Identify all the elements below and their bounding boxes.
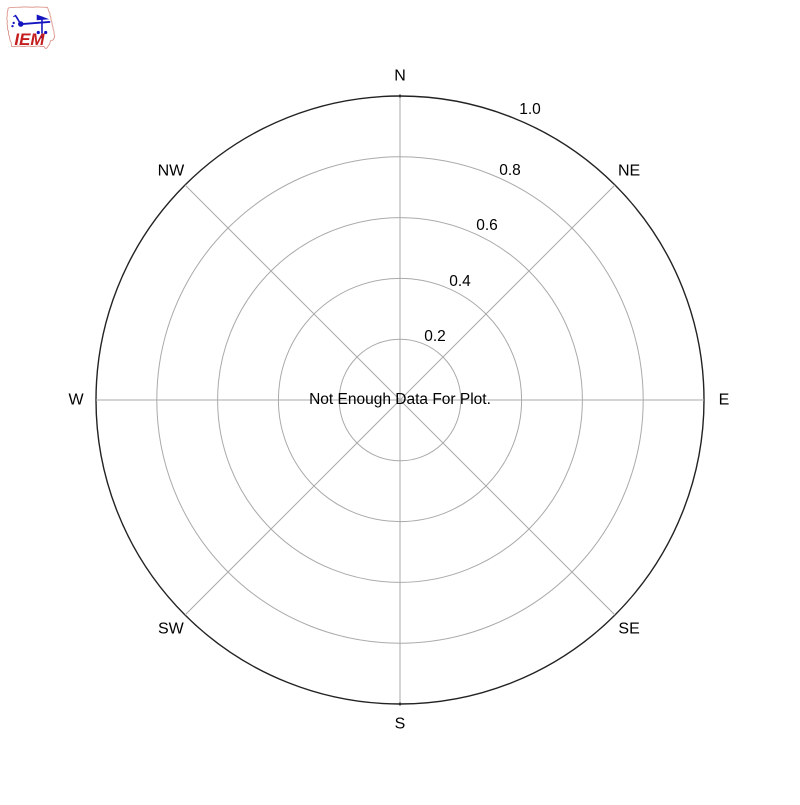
svg-text:S: S bbox=[395, 716, 406, 733]
svg-text:NW: NW bbox=[158, 162, 186, 179]
svg-text:SE: SE bbox=[618, 621, 639, 638]
svg-text:IEM: IEM bbox=[14, 30, 45, 49]
svg-text:W: W bbox=[68, 392, 84, 409]
svg-text:N: N bbox=[394, 68, 406, 85]
svg-text:E: E bbox=[719, 392, 730, 409]
svg-text:0.6: 0.6 bbox=[476, 217, 498, 234]
svg-text:1.0: 1.0 bbox=[519, 101, 541, 118]
svg-text:0.2: 0.2 bbox=[424, 328, 446, 345]
svg-text:0.8: 0.8 bbox=[499, 162, 521, 179]
svg-text:Not Enough Data For Plot.: Not Enough Data For Plot. bbox=[309, 391, 491, 408]
svg-text:SW: SW bbox=[158, 621, 185, 638]
svg-text:0.4: 0.4 bbox=[449, 273, 471, 290]
svg-text:NE: NE bbox=[618, 162, 640, 179]
